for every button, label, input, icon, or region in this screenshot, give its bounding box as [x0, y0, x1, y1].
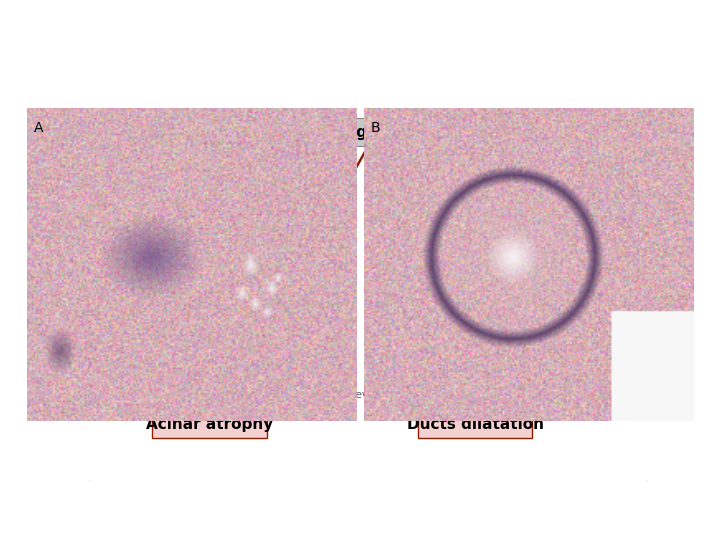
FancyBboxPatch shape: [418, 411, 533, 438]
Text: Ducts dilatation: Ducts dilatation: [407, 417, 544, 432]
FancyBboxPatch shape: [140, 118, 280, 146]
FancyBboxPatch shape: [87, 63, 651, 483]
Text: Acinar atrophy: Acinar atrophy: [146, 417, 274, 432]
Text: A: A: [34, 120, 43, 134]
Text: parenchymal fibrosis: parenchymal fibrosis: [120, 125, 300, 140]
Text: B: B: [370, 120, 380, 134]
FancyBboxPatch shape: [270, 118, 569, 146]
FancyBboxPatch shape: [153, 411, 267, 438]
Text: © Elsevier 2005: © Elsevier 2005: [327, 390, 411, 400]
Text: relative sparing of the islets of Langerhans,: relative sparing of the islets of Langer…: [230, 125, 608, 140]
